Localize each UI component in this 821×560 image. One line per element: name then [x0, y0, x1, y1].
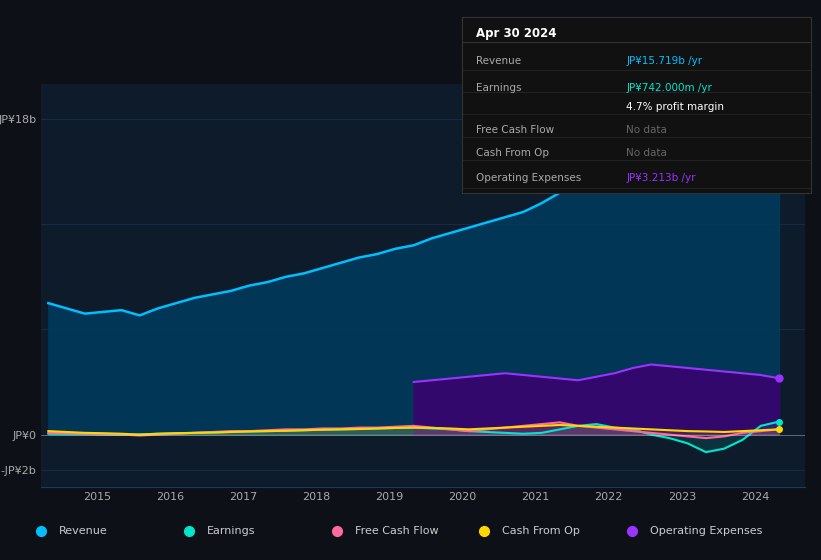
Text: Cash From Op: Cash From Op: [502, 526, 580, 536]
Text: Free Cash Flow: Free Cash Flow: [476, 125, 554, 136]
Text: Earnings: Earnings: [207, 526, 255, 536]
Text: JP¥3.213b /yr: JP¥3.213b /yr: [626, 173, 695, 183]
Text: No data: No data: [626, 148, 667, 158]
Text: Cash From Op: Cash From Op: [476, 148, 549, 158]
Text: 4.7% profit margin: 4.7% profit margin: [626, 102, 724, 113]
Text: Free Cash Flow: Free Cash Flow: [355, 526, 438, 536]
Text: Revenue: Revenue: [476, 55, 521, 66]
Text: Earnings: Earnings: [476, 83, 521, 93]
Text: Apr 30 2024: Apr 30 2024: [476, 26, 557, 40]
Text: Revenue: Revenue: [59, 526, 108, 536]
Text: Operating Expenses: Operating Expenses: [476, 173, 581, 183]
Text: Operating Expenses: Operating Expenses: [650, 526, 763, 536]
Text: No data: No data: [626, 125, 667, 136]
Text: JP¥15.719b /yr: JP¥15.719b /yr: [626, 55, 702, 66]
Text: JP¥742.000m /yr: JP¥742.000m /yr: [626, 83, 712, 93]
